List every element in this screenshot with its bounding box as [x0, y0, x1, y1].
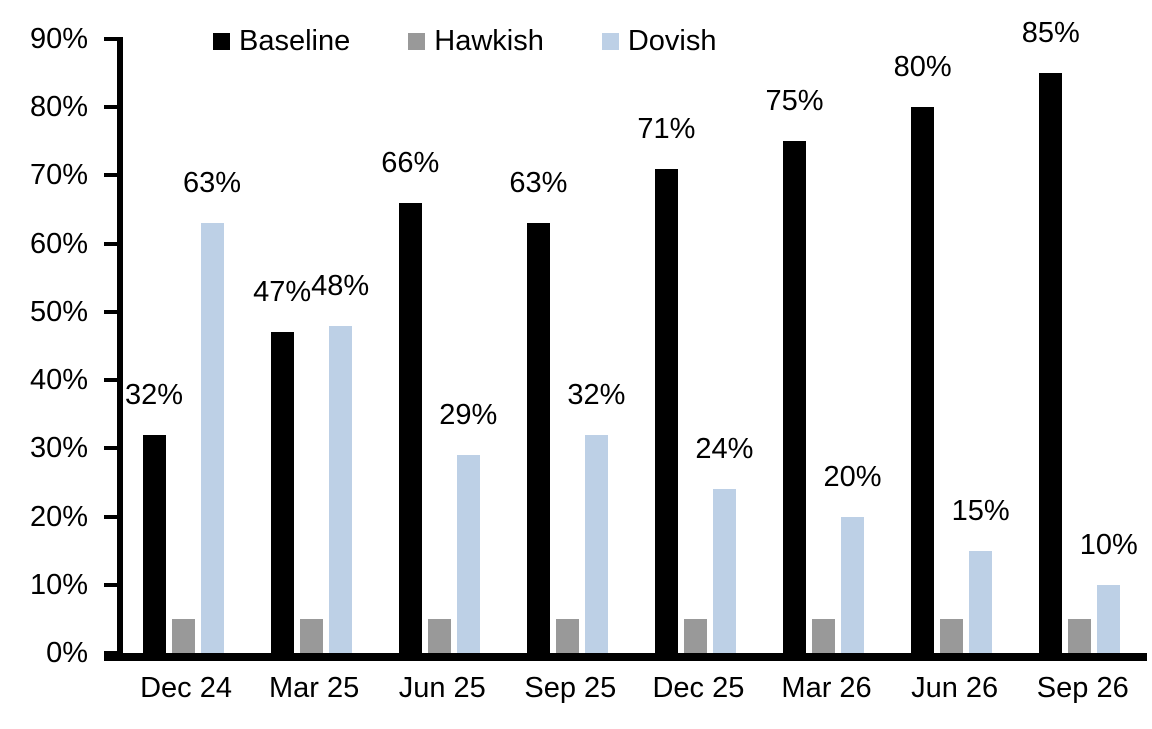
y-axis-tick	[104, 514, 117, 519]
y-axis-tick	[104, 241, 117, 246]
y-axis-tick-label: 80%	[29, 91, 88, 124]
y-axis-tick-label: 90%	[29, 23, 88, 56]
bar-baseline	[270, 332, 294, 653]
y-axis-tick-label: 30%	[29, 432, 88, 465]
x-axis-category-label: Dec 24	[140, 672, 232, 704]
bar-dovish	[328, 325, 352, 653]
chart-legend: Baseline Hawkish Dovish	[213, 26, 717, 56]
y-axis-tick	[104, 582, 117, 587]
data-label-dovish: 10%	[1079, 528, 1138, 561]
x-axis-category-label: Mar 26	[781, 672, 872, 704]
bar-dovish	[456, 455, 480, 653]
data-label-baseline: 63%	[509, 167, 568, 200]
bar-baseline	[783, 141, 807, 653]
y-axis-tick-label: 60%	[29, 227, 88, 260]
data-label-dovish: 32%	[567, 378, 626, 411]
bar-hawkish	[299, 618, 323, 653]
y-axis-tick-label: 10%	[29, 568, 88, 601]
legend-swatch-icon	[213, 32, 230, 50]
y-axis-tick	[104, 173, 117, 178]
data-label-dovish: 15%	[951, 494, 1010, 527]
bar-dovish	[969, 550, 993, 653]
y-axis-tick	[104, 446, 117, 451]
data-label-baseline: 66%	[381, 146, 440, 179]
y-axis-tick	[104, 105, 117, 110]
y-axis-tick-label: 0%	[46, 637, 88, 669]
legend-item-dovish: Dovish	[601, 25, 717, 57]
bar-dovish	[841, 516, 865, 653]
x-axis-category-label: Sep 25	[524, 672, 617, 704]
legend-label: Baseline	[239, 25, 351, 57]
data-label-dovish: 20%	[823, 460, 882, 493]
data-label-dovish: 63%	[183, 167, 242, 200]
x-axis-category-label: Dec 25	[652, 672, 745, 704]
x-axis-line	[104, 653, 1147, 661]
y-axis-tick-label: 70%	[29, 159, 88, 192]
x-axis-category-label: Jun 26	[911, 672, 999, 704]
bar-dovish	[584, 434, 608, 653]
legend-swatch-icon	[601, 32, 619, 50]
y-axis-line	[117, 37, 123, 661]
x-axis-category-label: Sep 26	[1036, 672, 1129, 704]
y-axis-tick	[104, 309, 117, 314]
bar-baseline	[526, 223, 550, 653]
data-label-dovish: 24%	[695, 433, 754, 466]
data-label-baseline: 85%	[1021, 17, 1080, 50]
bar-hawkish	[171, 618, 195, 653]
bar-baseline	[654, 168, 678, 653]
data-label-dovish: 29%	[439, 399, 498, 432]
y-axis-tick-label: 50%	[29, 295, 88, 328]
bar-dovish	[712, 489, 736, 653]
bar-baseline	[398, 202, 422, 653]
bar-hawkish	[555, 618, 579, 653]
y-axis-tick	[104, 651, 117, 655]
bar-baseline	[911, 107, 935, 653]
y-axis-tick-label: 40%	[29, 364, 88, 397]
bar-hawkish	[683, 618, 707, 653]
y-axis-tick-label: 20%	[29, 500, 88, 533]
x-axis-category-label: Jun 25	[398, 672, 486, 704]
data-label-baseline: 75%	[765, 85, 824, 118]
data-label-baseline: 80%	[893, 51, 952, 84]
bar-dovish	[1097, 584, 1121, 653]
bar-hawkish	[940, 618, 964, 653]
legend-label: Hawkish	[434, 25, 544, 57]
data-label-baseline: 32%	[125, 378, 184, 411]
data-label-dovish: 48%	[311, 269, 370, 302]
legend-item-hawkish: Hawkish	[408, 26, 544, 56]
legend-swatch-icon	[408, 32, 426, 50]
bar-dovish	[200, 223, 224, 653]
y-axis-tick	[104, 378, 117, 383]
bar-baseline	[1039, 73, 1063, 653]
x-axis-category-label: Mar 25	[269, 672, 360, 704]
data-label-baseline: 47%	[253, 276, 312, 309]
legend-item-baseline: Baseline	[213, 26, 350, 56]
bar-hawkish	[1068, 618, 1092, 653]
bar-hawkish	[427, 618, 451, 653]
legend-label: Dovish	[627, 25, 717, 57]
y-axis-tick	[104, 37, 117, 42]
data-label-baseline: 71%	[637, 112, 696, 145]
bar-baseline	[142, 434, 166, 653]
bar-hawkish	[812, 618, 836, 653]
